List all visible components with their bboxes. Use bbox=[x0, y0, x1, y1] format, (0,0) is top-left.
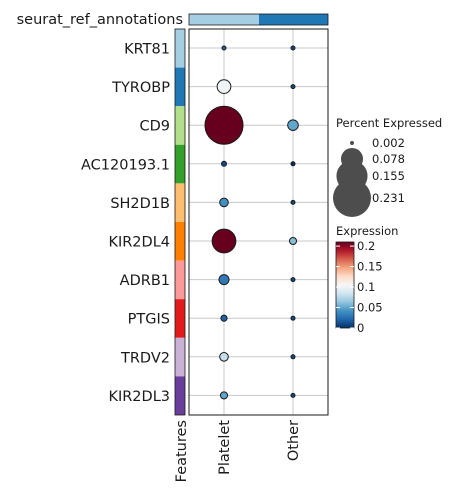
feature-color-cell bbox=[175, 376, 185, 415]
size-legend-label: 0.078 bbox=[372, 152, 405, 166]
feature-labels: KRT81 TYROBP CD9 AC120193.1 SH2D1B KIR2DL4 ADR… bbox=[81, 42, 170, 405]
features-axis-label: Features bbox=[174, 420, 190, 482]
annotation-cell-platelet bbox=[189, 14, 259, 25]
feature-label: AC120193.1 bbox=[81, 157, 170, 173]
color-legend-label: 0.15 bbox=[357, 260, 383, 274]
dot bbox=[218, 274, 230, 286]
feature-color-cell bbox=[175, 299, 185, 338]
feature-label: KIR2DL4 bbox=[108, 235, 170, 251]
feature-color-cell bbox=[175, 67, 185, 107]
feature-color-cell bbox=[175, 337, 185, 377]
group-labels: Platelet Other bbox=[217, 420, 302, 475]
size-legend-label: 0.155 bbox=[372, 169, 405, 183]
dot bbox=[287, 119, 299, 131]
annotation-bar-border bbox=[188, 13, 329, 26]
color-legend: Expression 0 0.05 0.1 0.15 0.2 bbox=[335, 224, 398, 335]
feature-color-bar bbox=[174, 28, 186, 416]
feature-label: CD9 bbox=[139, 119, 170, 135]
group-label: Other bbox=[286, 420, 302, 461]
dot bbox=[290, 161, 296, 167]
dot bbox=[290, 199, 296, 205]
dot bbox=[204, 105, 244, 145]
feature-color-cell bbox=[175, 183, 185, 222]
group-annotation-bar bbox=[188, 13, 329, 26]
size-legend-title: Percent Expressed bbox=[336, 116, 442, 130]
feature-color-cell bbox=[175, 29, 185, 68]
color-legend-label: 0.05 bbox=[357, 301, 383, 315]
feature-color-cell bbox=[175, 144, 185, 184]
feature-label: KRT81 bbox=[124, 42, 170, 58]
dot bbox=[288, 236, 298, 246]
annotation-title: seurat_ref_annotations bbox=[17, 12, 183, 28]
feature-label: TRDV2 bbox=[120, 350, 170, 366]
color-legend-label: 0.1 bbox=[357, 280, 375, 294]
feature-label: ADRB1 bbox=[120, 273, 170, 289]
size-legend-label: 0.002 bbox=[372, 136, 405, 150]
dot bbox=[219, 351, 229, 362]
dot bbox=[290, 315, 296, 321]
dot bbox=[219, 391, 229, 400]
color-legend-gradient bbox=[335, 241, 355, 329]
feature-color-cell bbox=[175, 222, 185, 261]
feature-label: PTGIS bbox=[128, 312, 170, 328]
dot bbox=[290, 45, 296, 51]
size-legend-dot bbox=[333, 179, 371, 217]
size-legend: Percent Expressed 0.002 0.078 0.155 0.231 bbox=[333, 116, 442, 217]
dot bbox=[290, 84, 296, 90]
dot bbox=[220, 314, 228, 322]
color-legend-label: 0.2 bbox=[357, 239, 375, 253]
group-label: Platelet bbox=[217, 420, 233, 475]
feature-color-cell bbox=[175, 260, 185, 300]
dot bbox=[211, 228, 237, 254]
feature-bar-border bbox=[174, 28, 186, 416]
dot bbox=[219, 197, 229, 208]
dot bbox=[221, 45, 227, 51]
dots bbox=[204, 45, 299, 400]
dot bbox=[290, 277, 296, 283]
dot bbox=[221, 160, 227, 167]
color-legend-title: Expression bbox=[336, 224, 398, 238]
size-legend-dot bbox=[350, 141, 354, 145]
color-legend-label: 0 bbox=[357, 321, 364, 335]
size-legend-label: 0.231 bbox=[372, 191, 405, 205]
dot bbox=[216, 79, 232, 94]
plot-panel-border bbox=[188, 28, 329, 416]
dot bbox=[290, 392, 296, 398]
feature-label: TYROBP bbox=[111, 80, 170, 96]
feature-color-cell bbox=[175, 106, 185, 145]
gridlines bbox=[189, 29, 328, 415]
annotation-cell-other bbox=[259, 14, 328, 25]
feature-label: SH2D1B bbox=[110, 196, 170, 212]
dot bbox=[290, 354, 296, 360]
feature-label: KIR2DL3 bbox=[108, 389, 170, 405]
